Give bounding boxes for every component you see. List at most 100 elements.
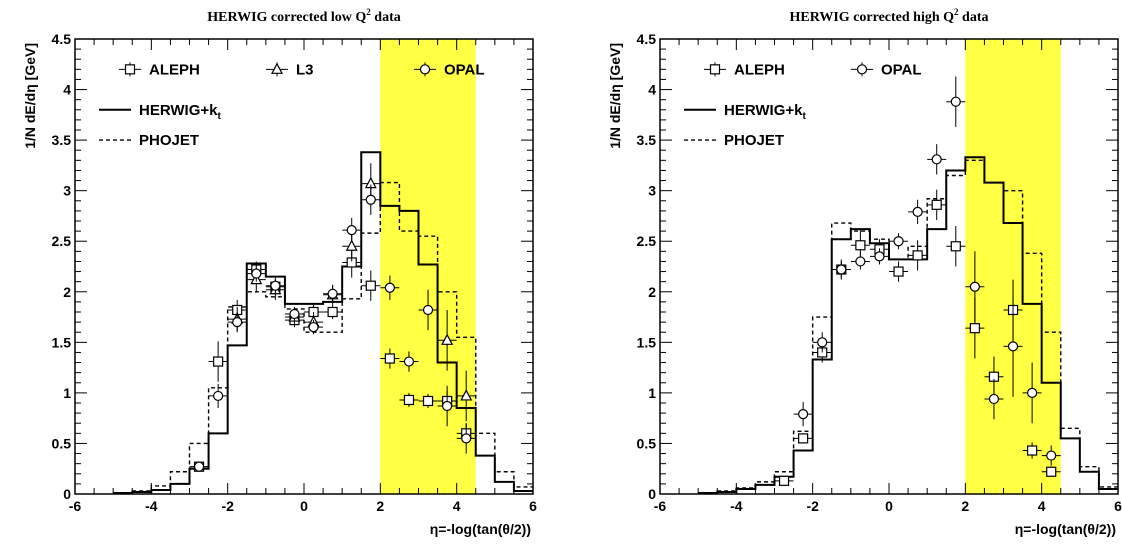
data-point-circle xyxy=(384,282,395,293)
x-tick-label: 4 xyxy=(453,498,461,514)
y-tick-label: 2 xyxy=(63,284,71,300)
data-point-circle xyxy=(950,96,961,107)
legend-marker-square xyxy=(124,64,136,75)
legend-label-sub: t xyxy=(803,111,807,122)
data-point-square xyxy=(384,353,395,364)
data-point-circle xyxy=(836,264,847,275)
data-point-square xyxy=(1027,445,1038,456)
legend-label-main: HERWIG+k xyxy=(724,102,803,119)
x-tick-label: -6 xyxy=(69,498,82,514)
y-tick-label: 0.5 xyxy=(52,435,72,451)
y-tick-label: 1.5 xyxy=(52,334,72,350)
legend-label: PHOJET xyxy=(139,132,199,149)
y-tick-label: 0 xyxy=(63,486,71,502)
y-tick-label: 1 xyxy=(648,385,656,401)
y-axis-label: 1/N dE/dη [GeV] xyxy=(607,43,623,149)
y-tick-label: 4 xyxy=(63,82,71,98)
data-point-square xyxy=(403,394,415,406)
data-point-circle xyxy=(988,393,1000,405)
shaded-band xyxy=(965,39,1061,494)
legend-marker-circle xyxy=(419,64,431,75)
x-tick-label: 6 xyxy=(1114,498,1122,514)
data-point-circle xyxy=(403,356,415,367)
data-point-circle xyxy=(1027,387,1038,398)
data-point-square xyxy=(365,280,376,291)
data-point-circle xyxy=(817,337,828,348)
x-tick-label: 6 xyxy=(529,498,537,514)
legend-label: ALEPH xyxy=(734,61,785,78)
data-point-circle xyxy=(1046,450,1057,461)
legend-marker-triangle xyxy=(271,62,283,74)
data-point-circle xyxy=(346,225,357,236)
data-point-circle xyxy=(893,236,904,247)
data-point-circle xyxy=(289,308,300,320)
x-axis-label: η=-log(tan(θ/2)) xyxy=(1015,521,1116,537)
y-tick-label: 1 xyxy=(63,385,71,401)
title-tail: data xyxy=(371,10,401,25)
data-point-triangle xyxy=(345,239,358,251)
data-point-triangle xyxy=(441,333,454,345)
data-point-square xyxy=(213,356,224,367)
x-tick-label: 4 xyxy=(1038,498,1046,514)
data-point-circle xyxy=(442,400,453,412)
y-tick-label: 2.5 xyxy=(52,233,72,249)
y-tick-label: 3 xyxy=(648,183,656,199)
chart-title: HERWIG corrected high Q2 data xyxy=(790,7,989,25)
y-tick-label: 4.5 xyxy=(637,31,657,47)
legend-label: PHOJET xyxy=(724,132,784,149)
y-tick-label: 2 xyxy=(648,284,656,300)
x-tick-label: 0 xyxy=(300,498,308,514)
y-tick-label: 1.5 xyxy=(637,334,657,350)
data-point-square xyxy=(893,266,904,277)
data-point-circle xyxy=(874,251,885,262)
y-tick-label: 4 xyxy=(648,82,656,98)
y-tick-label: 0.5 xyxy=(637,435,657,451)
y-axis-label: 1/N dE/dη [GeV] xyxy=(22,43,38,149)
title-main: HERWIG corrected high Q xyxy=(790,10,955,25)
data-point-square xyxy=(798,433,809,444)
data-point-circle xyxy=(270,280,281,291)
x-tick-label: 2 xyxy=(961,498,969,514)
legend-label: HERWIG+kt xyxy=(724,102,807,122)
x-tick-label: -6 xyxy=(654,498,667,514)
title-superscript: 2 xyxy=(366,7,371,17)
x-tick-label: -2 xyxy=(221,498,234,514)
data-point-circle xyxy=(855,256,866,267)
x-tick-label: 0 xyxy=(885,498,893,514)
phojet-step-line xyxy=(113,181,533,494)
x-axis-label: η=-log(tan(θ/2)) xyxy=(430,521,531,537)
data-point-square xyxy=(1046,466,1057,477)
series-opal xyxy=(189,184,476,472)
data-point-triangle xyxy=(460,389,473,401)
legend-label: HERWIG+kt xyxy=(139,102,222,122)
legend: ALEPH OPAL HERWIG+kt PHOJET xyxy=(684,61,922,149)
y-tick-label: 3.5 xyxy=(637,132,657,148)
data-point-circle xyxy=(232,317,243,328)
y-tick-label: 4.5 xyxy=(52,31,72,47)
legend-label: ALEPH xyxy=(149,61,200,78)
data-point-square xyxy=(327,306,338,318)
data-point-circle xyxy=(193,461,205,472)
legend-label: OPAL xyxy=(444,61,485,78)
data-point-circle xyxy=(798,409,809,420)
data-point-circle xyxy=(308,322,319,333)
x-tick-label: -4 xyxy=(730,498,743,514)
legend-label: L3 xyxy=(296,61,314,78)
data-point-circle xyxy=(931,154,942,165)
y-tick-label: 3 xyxy=(63,183,71,199)
y-tick-label: 3.5 xyxy=(52,132,72,148)
x-tick-label: 2 xyxy=(376,498,384,514)
data-point-square xyxy=(855,240,866,251)
data-point-square xyxy=(422,395,434,407)
data-point-circle xyxy=(461,433,472,444)
data-point-circle xyxy=(422,304,434,316)
title-superscript: 2 xyxy=(954,7,959,17)
data-point-circle xyxy=(969,281,980,292)
herwig-step-line xyxy=(113,151,533,494)
legend-label: OPAL xyxy=(881,61,922,78)
chart-panel-2: -6 -4 -2 0 2 4 6 0 0.5 1 1.5 2 2.5 3 3.5 4 4.5 HERWIG cor… xyxy=(607,7,1122,537)
data-point-square xyxy=(969,323,980,334)
x-tick-label: -2 xyxy=(806,498,819,514)
legend-label-main: PHOJET xyxy=(139,132,199,149)
